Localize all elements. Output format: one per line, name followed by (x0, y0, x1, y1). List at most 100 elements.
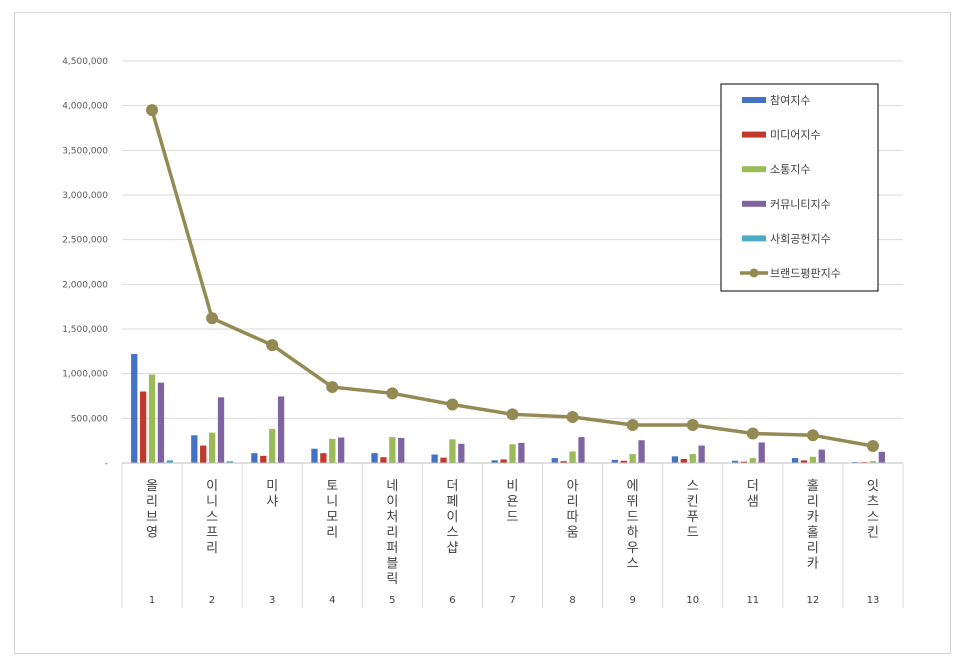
y-tick-label: 1,000,000 (62, 370, 108, 380)
bar (398, 437, 405, 463)
bar (200, 445, 207, 463)
bar (500, 459, 507, 463)
legend-swatch-marker (749, 268, 759, 278)
bar (371, 453, 378, 463)
x-category-label: 미샤 (266, 479, 278, 510)
bar (458, 443, 465, 463)
legend-swatch (742, 131, 766, 138)
y-tick-label: 500,000 (71, 414, 108, 424)
category-char: 비 (507, 479, 519, 494)
line-point (566, 410, 579, 423)
line-point (506, 408, 519, 421)
bar (131, 354, 138, 463)
line-point (806, 429, 819, 442)
y-tick-label: 4,000,000 (62, 102, 108, 112)
category-char: 미 (266, 479, 278, 494)
bar (440, 457, 447, 463)
bar (166, 460, 173, 463)
bar (311, 448, 318, 463)
line-point (206, 312, 219, 325)
bar (818, 449, 825, 463)
category-char: 하 (627, 526, 639, 541)
category-char: 이 (386, 495, 398, 510)
line-point (146, 104, 159, 117)
x-axis: 올리브영1이니스프리2미샤3토니모리4네이처리퍼블릭5더페이스샵6비욘드7아리따… (121, 462, 904, 608)
bar (629, 454, 636, 463)
bar (560, 461, 567, 463)
bar (260, 455, 267, 463)
category-char: 영 (146, 526, 158, 541)
category-char: 스 (206, 510, 218, 525)
category-char: 리 (807, 541, 819, 556)
category-char: 드 (507, 510, 519, 525)
category-char: 네 (386, 479, 398, 494)
x-rank-label: 10 (686, 595, 699, 606)
bar (680, 458, 687, 463)
category-char: 릭 (386, 572, 398, 587)
category-char: 샤 (266, 495, 278, 510)
x-rank-label: 3 (269, 595, 275, 606)
bar (277, 396, 285, 463)
category-char: 리 (386, 526, 398, 541)
bar (208, 432, 216, 463)
bar (269, 429, 276, 463)
legend-box (720, 83, 879, 292)
category-char: 뛰 (627, 495, 639, 510)
legend-swatch (742, 97, 766, 103)
category-char: 욘 (507, 495, 519, 510)
bar (869, 461, 877, 463)
bar (569, 451, 576, 463)
x-rank-label: 6 (449, 595, 455, 606)
category-char: 올 (146, 479, 158, 494)
category-char: 움 (567, 526, 579, 541)
category-char: 츠 (867, 495, 879, 510)
bar (380, 457, 387, 463)
category-char: 드 (627, 510, 639, 525)
category-char: 이 (206, 479, 218, 494)
bar (578, 437, 585, 463)
legend-swatch (742, 166, 766, 173)
bar (157, 382, 165, 463)
category-char: 킨 (867, 526, 879, 541)
bar (449, 439, 456, 463)
category-char: 처 (386, 510, 398, 525)
bar (740, 461, 748, 463)
category-char: 리 (567, 495, 579, 510)
category-char: 니 (326, 495, 338, 510)
category-char: 니 (206, 495, 218, 510)
category-char: 스 (867, 510, 879, 525)
bar-series (131, 354, 886, 463)
category-char: 리 (807, 495, 819, 510)
category-char: 리 (146, 495, 158, 510)
category-char: 스 (687, 479, 699, 494)
x-rank-label: 2 (209, 595, 215, 606)
bar (389, 437, 396, 463)
line-point (326, 381, 339, 394)
y-tick-label: 1,500,000 (62, 325, 108, 335)
legend-swatch (742, 200, 766, 207)
bar (226, 461, 234, 463)
line-point (266, 339, 279, 352)
category-char: 토 (326, 479, 338, 494)
legend-label: 커뮤니티지수 (770, 198, 831, 211)
x-rank-label: 12 (807, 595, 820, 606)
legend-label: 소통지수 (770, 163, 810, 176)
legend-label: 참여지수 (770, 94, 810, 107)
legend-swatch (742, 235, 766, 242)
x-rank-label: 13 (867, 595, 880, 606)
category-char: 아 (567, 479, 579, 494)
line-series (146, 104, 879, 453)
x-rank-label: 9 (629, 595, 635, 606)
category-char: 드 (687, 526, 699, 541)
x-category-label: 더샘 (747, 479, 759, 510)
legend-label: 미디어지수 (770, 129, 821, 142)
category-char: 카 (807, 510, 819, 525)
category-char: 브 (146, 510, 158, 525)
bar (191, 435, 198, 463)
